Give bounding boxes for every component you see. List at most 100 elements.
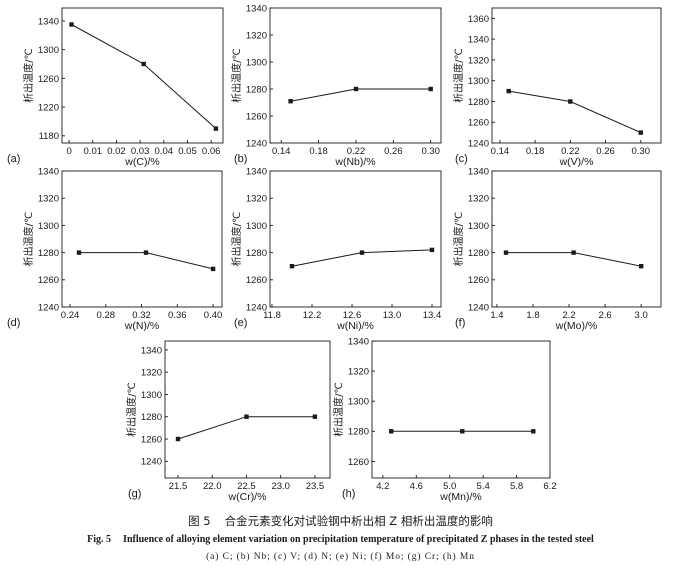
figure-label-en: Fig. 5 <box>87 534 112 545</box>
chart-panel-f: 1.4 1.8 2.2 2.6 3.0 1240 1260 1280 1300 1320 1340 w… <box>452 166 662 332</box>
panel-label: (d) <box>7 317 20 329</box>
panel-label: (f) <box>455 317 465 329</box>
data-point <box>353 86 359 92</box>
x-tick-label: 0.01 <box>84 146 103 157</box>
x-tick-label: 1.8 <box>526 310 539 321</box>
y-tick-label: 1340 <box>246 166 267 177</box>
y-tick-label: 1320 <box>348 367 369 378</box>
y-tick-label: 1320 <box>38 194 59 205</box>
x-axis-label: w(Cr)/% <box>228 491 267 503</box>
x-tick-label: 0.26 <box>384 146 403 157</box>
caption-panel-key: (a) C; (b) Nb; (c) V; (d) N; (e) Ni; (f)… <box>206 552 475 562</box>
x-tick-label: 0.14 <box>491 146 510 157</box>
y-tick-label: 1260 <box>246 111 267 122</box>
y-tick-label: 1300 <box>348 397 369 408</box>
plot-frame <box>491 7 662 144</box>
x-tick-label: 4.6 <box>410 481 423 492</box>
chart-panel-h: 4.2 4.6 5.0 5.4 5.8 6.2 1260 1280 1300 1320 1340 w(… <box>332 336 557 503</box>
y-axis-label: 析出温度/℃ <box>452 212 465 267</box>
x-tick-label: 23.5 <box>306 481 325 492</box>
data-point <box>460 429 465 434</box>
chart-panel-e: 11.8 12.2 12.6 13.0 13.4 1240 1260 1280 1300 1320… <box>230 166 442 332</box>
x-axis-label: w(Nb)/% <box>334 156 375 168</box>
plot-frame <box>61 7 224 144</box>
data-point <box>571 250 576 255</box>
figure-title-en: Influence of alloying element variation … <box>123 534 594 545</box>
y-tick-label: 1260 <box>348 457 369 468</box>
panel-label: (h) <box>342 488 355 500</box>
x-tick-label: 5.8 <box>510 481 523 492</box>
panel-label: (g) <box>128 488 141 500</box>
y-tick-label: 1340 <box>468 166 489 177</box>
y-tick-label: 1300 <box>38 45 59 56</box>
series-line <box>79 252 214 270</box>
chart-panel-g: 21.5 22.0 22.5 23.0 23.5 1240 1260 1280 1300 1320… <box>125 340 331 503</box>
plot-frame <box>164 340 331 479</box>
x-axis-label: w(C)/% <box>124 156 159 168</box>
x-tick-label: 0.32 <box>132 310 151 321</box>
data-point <box>69 22 74 27</box>
y-tick-label: 1260 <box>468 118 489 129</box>
data-point <box>141 61 146 67</box>
x-tick-label: 2.6 <box>599 310 612 321</box>
data-point <box>359 250 365 255</box>
x-tick-label: 0 <box>66 146 71 157</box>
y-tick-label: 1260 <box>38 275 59 286</box>
x-tick-label: 0.22 <box>561 146 580 157</box>
y-tick-label: 1300 <box>246 221 267 232</box>
data-point <box>76 250 82 255</box>
x-axis-label: w(V)/% <box>559 156 594 168</box>
x-tick-label: 0.04 <box>155 146 174 157</box>
x-axis-label: w(N)/% <box>124 320 159 332</box>
y-tick-label: 1240 <box>468 302 489 313</box>
y-tick-label: 1340 <box>38 166 59 177</box>
data-point <box>568 99 573 104</box>
figure-title-cn: 合金元素变化对试验钢中析出相 Z 相析出温度的影响 <box>224 514 493 528</box>
x-tick-label: 0.40 <box>204 310 223 321</box>
x-tick-label: 0.14 <box>272 146 291 157</box>
x-tick-label: 0.24 <box>61 310 80 321</box>
x-tick-label: 3.0 <box>635 310 648 321</box>
y-tick-label: 1340 <box>468 35 489 46</box>
data-point <box>213 126 219 131</box>
x-tick-label: 0.22 <box>347 146 366 157</box>
data-point <box>531 429 536 434</box>
y-axis-label: 析出温度/℃ <box>230 212 243 267</box>
y-tick-label: 1340 <box>141 345 162 356</box>
x-tick-label: 0.03 <box>131 146 150 157</box>
plot-frame <box>61 170 223 308</box>
x-tick-label: 0.18 <box>526 146 545 157</box>
y-tick-label: 1320 <box>468 55 489 66</box>
x-tick-label: 22.5 <box>237 481 256 492</box>
data-point <box>210 266 216 272</box>
y-tick-label: 1280 <box>38 248 59 259</box>
y-tick-label: 1240 <box>141 457 162 468</box>
y-tick-label: 1280 <box>141 412 162 423</box>
y-tick-label: 1320 <box>468 194 489 205</box>
x-tick-label: 2.2 <box>562 310 575 321</box>
series-line <box>177 416 315 440</box>
data-point <box>289 264 295 269</box>
data-point <box>638 130 643 135</box>
plot-frame <box>491 170 662 308</box>
y-tick-label: 1180 <box>39 131 59 142</box>
chart-panel-c: 0.14 0.18 0.22 0.26 0.30 1240 1260 1280 1300 1320… <box>452 7 662 168</box>
y-axis-label: 析出温度/℃ <box>22 48 35 103</box>
y-axis-label: 析出温度/℃ <box>230 48 243 103</box>
series-line <box>71 24 217 129</box>
x-tick-label: 5.4 <box>477 481 490 492</box>
x-axis-label: w(Mn)/% <box>439 491 481 503</box>
data-point <box>288 99 293 104</box>
y-tick-label: 1240 <box>468 138 489 149</box>
x-tick-label: 13.0 <box>383 310 402 321</box>
y-tick-label: 1340 <box>246 3 267 14</box>
figure-label-cn: 图 5 <box>188 514 211 528</box>
data-point <box>389 429 394 434</box>
data-point <box>503 250 509 255</box>
x-tick-label: 1.4 <box>490 310 503 321</box>
y-axis-label: 析出温度/℃ <box>22 212 35 267</box>
y-tick-label: 1260 <box>468 275 489 286</box>
data-point <box>175 436 181 442</box>
y-tick-label: 1260 <box>246 275 267 286</box>
